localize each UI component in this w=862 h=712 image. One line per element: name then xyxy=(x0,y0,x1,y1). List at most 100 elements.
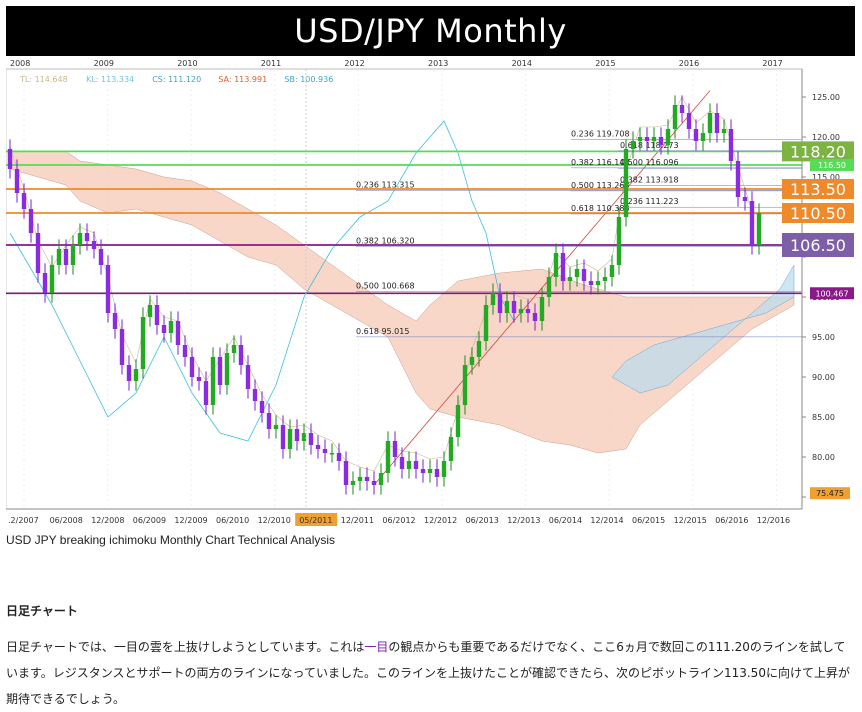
candle-body xyxy=(644,137,650,141)
candle-body xyxy=(182,345,188,357)
candle-body xyxy=(385,441,391,473)
candle-body xyxy=(707,113,713,133)
level-badge-label: 110.50 xyxy=(790,204,846,223)
x-tick-label: 06/2012 xyxy=(382,516,415,525)
indicator-legend-item: KL: 113.334 xyxy=(86,75,134,84)
candle-body xyxy=(672,105,678,129)
candle-body xyxy=(700,133,706,141)
x-tick-label: 12/2010 xyxy=(258,516,291,525)
candle-body xyxy=(224,353,230,385)
fib-level-label: 0.618 95.015 xyxy=(356,327,409,336)
section-heading: 日足チャート xyxy=(6,604,78,618)
candle-body xyxy=(63,249,69,265)
candle-body xyxy=(427,469,433,473)
candle-body xyxy=(567,277,573,281)
candle-body xyxy=(665,129,671,145)
candle-body xyxy=(588,281,594,285)
candle-body xyxy=(357,477,363,481)
x-tick-label: 06/2010 xyxy=(216,516,249,525)
candle-body xyxy=(693,129,699,141)
candle-body xyxy=(91,241,97,249)
candle-body xyxy=(238,345,244,365)
chart-background xyxy=(6,57,855,527)
candle-body xyxy=(756,213,762,245)
candle-body xyxy=(350,481,356,485)
level-badge xyxy=(810,159,854,171)
year-label: 2008 xyxy=(10,59,30,68)
year-label: 2016 xyxy=(679,59,699,68)
level-badge-label: 118.20 xyxy=(790,142,846,161)
x-tick-label: 06/2013 xyxy=(466,516,499,525)
candle-body xyxy=(406,461,412,469)
level-badge xyxy=(782,203,854,223)
candle-body xyxy=(28,209,34,233)
candle-body xyxy=(420,469,426,473)
chart-caption: USD JPY breaking ichimoku Monthly Chart … xyxy=(6,533,336,547)
fib-level-label: 0.500 116.096 xyxy=(620,158,679,167)
candle-body xyxy=(7,149,13,169)
year-label: 2017 xyxy=(762,59,782,68)
candle-body xyxy=(413,461,419,469)
candle-body xyxy=(623,149,629,217)
candle-body xyxy=(287,429,293,449)
candle-body xyxy=(77,233,83,245)
candle-body xyxy=(476,341,482,357)
chart-area: 2008 2009 2010 2011 2012 2013 2014 2015 2016 2017… xyxy=(5,57,855,527)
candle-body xyxy=(616,217,622,265)
fib-level-label: 0.618 118.273 xyxy=(620,141,679,150)
candle-body xyxy=(189,357,195,377)
candle-body xyxy=(742,197,748,201)
candle-body xyxy=(252,389,258,401)
candle-body xyxy=(609,265,615,277)
fib-level-label: 0.236 119.708 xyxy=(571,129,630,138)
candle-body xyxy=(714,113,720,133)
chikou-span-line xyxy=(9,120,515,442)
level-badge xyxy=(810,287,854,300)
candle-body xyxy=(497,293,503,313)
candle-body xyxy=(315,445,321,449)
paragraph-text-1: 日足チャートでは、一目の雲を上抜けしようとしています。これは xyxy=(6,640,365,654)
fib-level-label: 0.618 110.383 xyxy=(571,204,630,213)
candle-body xyxy=(441,461,447,477)
candle-body xyxy=(455,405,461,437)
candle-body xyxy=(518,309,524,313)
candle-body xyxy=(630,141,636,149)
tenkan-line xyxy=(9,96,753,472)
x-tick-label: 06/2008 xyxy=(50,516,83,525)
candle-body xyxy=(245,365,251,389)
candle-body xyxy=(749,201,755,245)
candle-body xyxy=(658,137,664,145)
x-tick-label: 12/2011 xyxy=(341,516,374,525)
candle-body xyxy=(532,313,538,321)
candle-body xyxy=(126,365,132,381)
candle-body xyxy=(469,357,475,365)
candle-body xyxy=(329,453,335,455)
candlestick-chart: 2008 2009 2010 2011 2012 2013 2014 2015 2016 2017… xyxy=(5,57,855,527)
year-label: 2013 xyxy=(428,59,448,68)
candle-body xyxy=(280,425,286,449)
candle-body xyxy=(35,233,41,273)
candle-body xyxy=(273,425,279,429)
x-tick-label: 06/2014 xyxy=(549,516,582,525)
candle-body xyxy=(49,265,55,293)
candle-body xyxy=(525,309,531,313)
candle-body xyxy=(371,481,377,485)
x-tick-label: 12/2014 xyxy=(590,516,623,525)
candle-body xyxy=(259,401,265,413)
year-label: 2010 xyxy=(177,59,197,68)
candle-body xyxy=(343,461,349,485)
y-tick-label: 95.00 xyxy=(812,333,835,342)
candle-body xyxy=(98,249,104,265)
candle-body xyxy=(679,105,685,113)
candle-body xyxy=(434,469,440,477)
candle-body xyxy=(448,437,454,461)
x-tick-label: 06/2009 xyxy=(133,516,166,525)
candle-body xyxy=(217,357,223,385)
fib-level-label: 0.382 116.144 xyxy=(571,158,630,167)
candle-body xyxy=(462,365,468,405)
candle-body xyxy=(483,305,489,341)
candle-body xyxy=(203,381,209,405)
year-label: 2011 xyxy=(261,59,281,68)
candle-body xyxy=(574,269,580,277)
level-badge-label: 106.50 xyxy=(790,236,846,255)
